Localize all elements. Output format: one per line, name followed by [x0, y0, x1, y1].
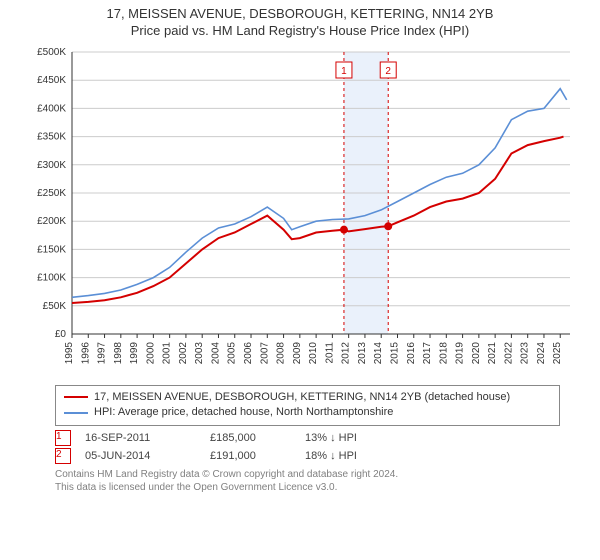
- marker-row-2: 2 05-JUN-2014 £191,000 18% ↓ HPI: [55, 448, 600, 464]
- svg-text:1995: 1995: [64, 341, 75, 364]
- marker-price: £191,000: [210, 450, 305, 462]
- svg-text:2012: 2012: [341, 341, 352, 364]
- svg-text:2011: 2011: [324, 341, 335, 363]
- svg-text:£200K: £200K: [37, 216, 66, 227]
- svg-text:2018: 2018: [438, 341, 449, 364]
- svg-text:1996: 1996: [80, 341, 91, 364]
- footer-line-2: This data is licensed under the Open Gov…: [55, 481, 560, 494]
- svg-text:2002: 2002: [178, 341, 189, 364]
- svg-text:£500K: £500K: [37, 47, 66, 58]
- legend-label: HPI: Average price, detached house, Nort…: [94, 405, 393, 420]
- svg-text:2000: 2000: [145, 341, 156, 364]
- marker-delta: 13% ↓ HPI: [305, 432, 425, 444]
- legend-swatch: [64, 396, 88, 398]
- svg-text:2022: 2022: [503, 341, 514, 364]
- price-chart: £0 £50K £100K £150K £200K £250K £300K £350K £400…: [20, 44, 580, 379]
- svg-text:2025: 2025: [552, 341, 563, 364]
- marker-date: 16-SEP-2011: [85, 432, 210, 444]
- legend-label: 17, MEISSEN AVENUE, DESBOROUGH, KETTERIN…: [94, 390, 510, 405]
- svg-text:2017: 2017: [422, 341, 433, 364]
- svg-text:2013: 2013: [357, 341, 368, 364]
- title-line-1: 17, MEISSEN AVENUE, DESBOROUGH, KETTERIN…: [0, 6, 600, 23]
- svg-text:£300K: £300K: [37, 160, 66, 171]
- svg-text:1998: 1998: [113, 341, 124, 364]
- chart-title-block: 17, MEISSEN AVENUE, DESBOROUGH, KETTERIN…: [0, 0, 600, 44]
- svg-text:£0: £0: [55, 329, 67, 340]
- svg-text:£100K: £100K: [37, 272, 66, 283]
- svg-text:2024: 2024: [536, 341, 547, 364]
- svg-text:1997: 1997: [97, 341, 108, 364]
- svg-text:£400K: £400K: [37, 103, 66, 114]
- marker-badge: 1: [55, 430, 71, 446]
- svg-text:2020: 2020: [471, 341, 482, 364]
- svg-text:£150K: £150K: [37, 244, 66, 255]
- svg-text:2023: 2023: [520, 341, 531, 364]
- svg-text:£350K: £350K: [37, 131, 66, 142]
- marker-row-1: 1 16-SEP-2011 £185,000 13% ↓ HPI: [55, 430, 600, 446]
- footer-line-1: Contains HM Land Registry data © Crown c…: [55, 468, 560, 481]
- svg-text:2004: 2004: [210, 341, 221, 364]
- svg-text:£50K: £50K: [43, 301, 67, 312]
- chart-svg: £0 £50K £100K £150K £200K £250K £300K £350K £400…: [20, 44, 580, 379]
- svg-text:2006: 2006: [243, 341, 254, 364]
- marker-delta: 18% ↓ HPI: [305, 450, 425, 462]
- footer: Contains HM Land Registry data © Crown c…: [55, 468, 560, 494]
- svg-text:2: 2: [385, 66, 391, 77]
- svg-text:2009: 2009: [292, 341, 303, 364]
- svg-text:£450K: £450K: [37, 75, 66, 86]
- svg-text:2005: 2005: [227, 341, 238, 364]
- svg-text:2008: 2008: [276, 341, 287, 364]
- title-line-2: Price paid vs. HM Land Registry's House …: [0, 23, 600, 40]
- svg-text:2001: 2001: [162, 341, 173, 364]
- legend-swatch: [64, 412, 88, 414]
- legend-row-price-paid: 17, MEISSEN AVENUE, DESBOROUGH, KETTERIN…: [64, 390, 551, 405]
- svg-text:2019: 2019: [455, 341, 466, 364]
- svg-text:2014: 2014: [373, 341, 384, 364]
- svg-text:£250K: £250K: [37, 188, 66, 199]
- svg-text:1999: 1999: [129, 341, 140, 364]
- svg-text:2021: 2021: [487, 341, 498, 364]
- marker-price: £185,000: [210, 432, 305, 444]
- svg-text:1: 1: [341, 66, 347, 77]
- marker-date: 05-JUN-2014: [85, 450, 210, 462]
- svg-text:2003: 2003: [194, 341, 205, 364]
- legend-row-hpi: HPI: Average price, detached house, Nort…: [64, 405, 551, 420]
- legend: 17, MEISSEN AVENUE, DESBOROUGH, KETTERIN…: [55, 385, 560, 426]
- marker-badge: 2: [55, 448, 71, 464]
- svg-text:2007: 2007: [259, 341, 270, 364]
- svg-text:2016: 2016: [406, 341, 417, 364]
- svg-text:2015: 2015: [389, 341, 400, 364]
- svg-text:2010: 2010: [308, 341, 319, 364]
